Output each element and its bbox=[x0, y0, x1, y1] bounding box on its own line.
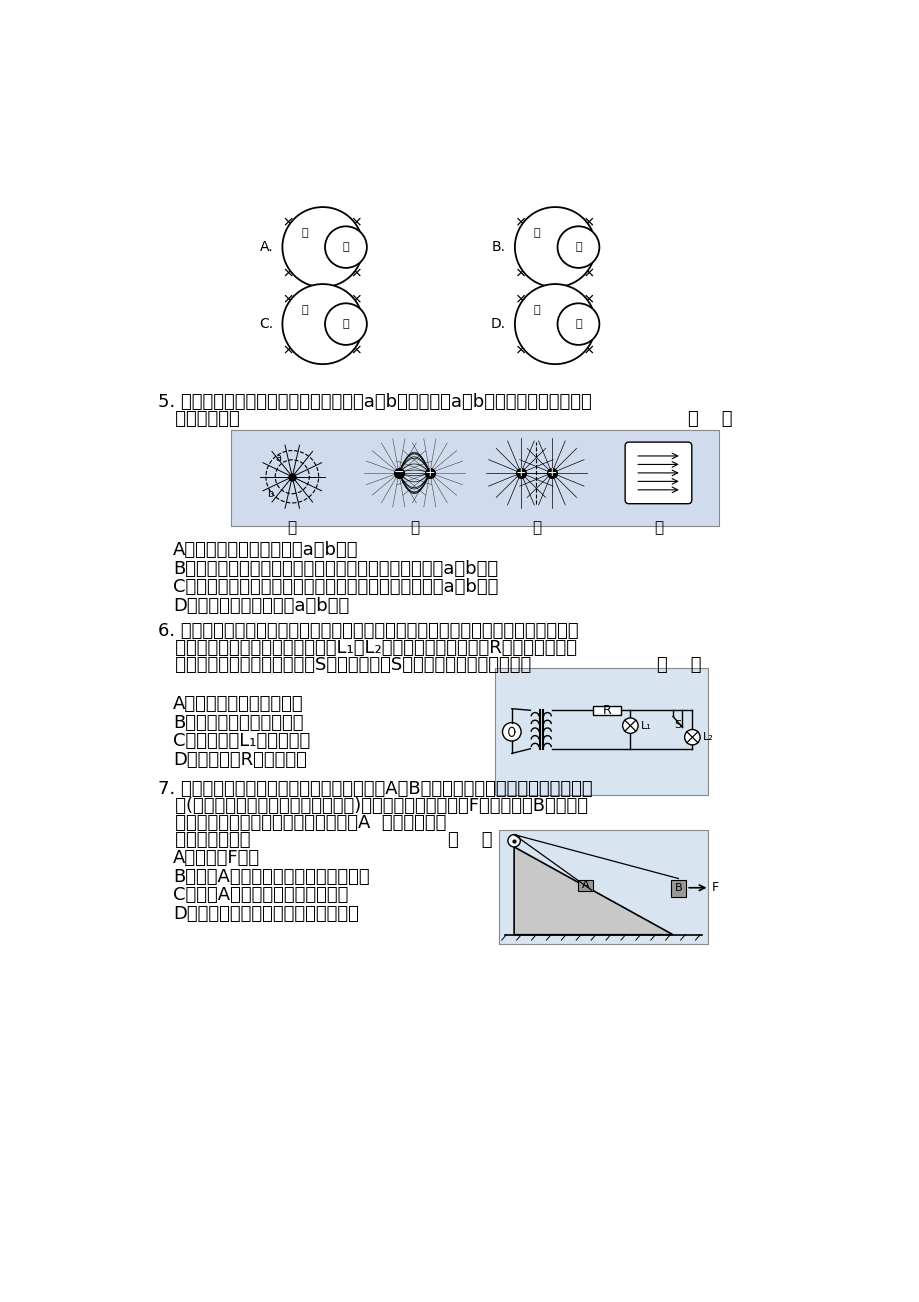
Text: D．等效电阻R的电压增加: D．等效电阻R的电压增加 bbox=[173, 751, 307, 768]
Circle shape bbox=[557, 303, 598, 345]
Text: 7. 厘端装有定滑轮的粗糙斜面体放在地面上，A、B两物体通过细绳连接，并处于静止状: 7. 厘端装有定滑轮的粗糙斜面体放在地面上，A、B两物体通过细绳连接，并处于静止… bbox=[157, 780, 592, 798]
Text: 6. 用电高峰期，电灯往往会变暗，其原理可简化为如下问题如图所示，理想变压器的副: 6. 用电高峰期，电灯往往会变暗，其原理可简化为如下问题如图所示，理想变压器的副 bbox=[157, 622, 578, 641]
FancyBboxPatch shape bbox=[231, 430, 719, 526]
Text: A: A bbox=[581, 880, 589, 889]
Text: C.: C. bbox=[258, 318, 273, 331]
Circle shape bbox=[684, 729, 699, 745]
Text: 拉开一小角度，此过程中斜面体与物体A  仍然静止则下: 拉开一小角度，此过程中斜面体与物体A 仍然静止则下 bbox=[157, 814, 446, 832]
Text: B．乙图中两等量异种电荷连线的中垂线上与连线等距的a、b两点: B．乙图中两等量异种电荷连线的中垂线上与连线等距的a、b两点 bbox=[173, 560, 498, 578]
Text: C．通过灯泡L₁的电流增加: C．通过灯泡L₁的电流增加 bbox=[173, 732, 310, 750]
Text: b: b bbox=[267, 488, 274, 499]
Text: 5. 在如图所示的四种电场中，分别标记有a、b两点．其中a、b两点的电势相等，电场: 5. 在如图所示的四种电场中，分别标记有a、b两点．其中a、b两点的电势相等，电… bbox=[157, 393, 591, 411]
Text: L₁: L₁ bbox=[640, 720, 651, 730]
Circle shape bbox=[282, 284, 363, 365]
Text: 丙: 丙 bbox=[531, 519, 540, 535]
Text: +: + bbox=[546, 466, 557, 479]
Text: 丁: 丁 bbox=[653, 519, 663, 535]
Text: （    ）: （ ） bbox=[657, 656, 701, 674]
Text: A.: A. bbox=[259, 240, 273, 254]
Text: −: − bbox=[393, 466, 403, 479]
Circle shape bbox=[502, 723, 520, 741]
Text: A．副线圈输出的电压减小: A．副线圈输出的电压减小 bbox=[173, 695, 303, 713]
Text: 甲: 甲 bbox=[342, 319, 349, 329]
Text: （    ）: （ ） bbox=[687, 410, 732, 428]
FancyBboxPatch shape bbox=[577, 880, 593, 891]
FancyBboxPatch shape bbox=[625, 443, 691, 504]
FancyBboxPatch shape bbox=[498, 829, 707, 944]
Text: 乙: 乙 bbox=[342, 242, 349, 253]
Text: B．原线圈输入的功率减小: B．原线圈输入的功率减小 bbox=[173, 713, 303, 732]
Text: 乙: 乙 bbox=[574, 242, 581, 253]
Text: 乙: 乙 bbox=[533, 305, 539, 315]
Text: +: + bbox=[515, 466, 526, 479]
Bar bbox=[593, 706, 620, 715]
Circle shape bbox=[324, 227, 367, 268]
Circle shape bbox=[507, 835, 520, 846]
Text: 列说出正确的是: 列说出正确的是 bbox=[157, 831, 250, 849]
Text: B．物体A所受斜面体的摩擦力一定变大: B．物体A所受斜面体的摩擦力一定变大 bbox=[173, 867, 369, 885]
Text: 线圈上，通过输电线连接两只灯泡L₁和L₂，输电线的等效电阻为R，原线圈输入恒: 线圈上，通过输电线连接两只灯泡L₁和L₂，输电线的等效电阻为R，原线圈输入恒 bbox=[157, 639, 576, 658]
Text: 甲: 甲 bbox=[574, 319, 581, 329]
Text: C．丙图中两等量同种电荷连线的中垂线上与连线等距的a、b两点: C．丙图中两等量同种电荷连线的中垂线上与连线等距的a、b两点 bbox=[173, 578, 498, 596]
Text: R: R bbox=[602, 704, 611, 717]
Text: D.: D. bbox=[490, 318, 505, 331]
Circle shape bbox=[282, 207, 363, 288]
Circle shape bbox=[515, 207, 595, 288]
Circle shape bbox=[622, 717, 638, 733]
FancyBboxPatch shape bbox=[494, 668, 707, 796]
Text: 甲: 甲 bbox=[301, 228, 308, 238]
Circle shape bbox=[324, 303, 367, 345]
Text: S: S bbox=[674, 720, 680, 729]
Text: 定的交变电压．开始时，开关S断开，当开关S闭合时，以下说法正确的有: 定的交变电压．开始时，开关S断开，当开关S闭合时，以下说法正确的有 bbox=[157, 656, 530, 674]
Text: 强度相同的是: 强度相同的是 bbox=[157, 410, 239, 428]
Circle shape bbox=[515, 284, 595, 365]
FancyBboxPatch shape bbox=[670, 880, 686, 897]
Text: A．水平力F不变: A．水平力F不变 bbox=[173, 849, 260, 867]
Text: L₂: L₂ bbox=[702, 732, 712, 742]
Text: D．丁图中匀强电场中的a、b两点: D．丁图中匀强电场中的a、b两点 bbox=[173, 596, 349, 615]
Text: 态(不计绳的质量和绳与滑轮间的摩擦)，如图所示现用水平力F作用于物体B上，缓慢: 态(不计绳的质量和绳与滑轮间的摩擦)，如图所示现用水平力F作用于物体B上，缓慢 bbox=[157, 797, 587, 815]
Text: C．物体A所受斜面体的作用力不变: C．物体A所受斜面体的作用力不变 bbox=[173, 887, 348, 904]
Text: a: a bbox=[275, 453, 281, 462]
Text: +: + bbox=[424, 466, 435, 479]
Text: 甲: 甲 bbox=[288, 519, 297, 535]
Polygon shape bbox=[514, 846, 673, 935]
Text: F: F bbox=[711, 881, 718, 894]
Text: A．甲图中与点电荷等距的a、b两点: A．甲图中与点电荷等距的a、b两点 bbox=[173, 542, 358, 560]
Text: B: B bbox=[674, 883, 682, 893]
Text: D．斜面体所受地面的支持力一定不变: D．斜面体所受地面的支持力一定不变 bbox=[173, 905, 358, 923]
Text: 乙: 乙 bbox=[301, 305, 308, 315]
Circle shape bbox=[557, 227, 598, 268]
Text: 甲: 甲 bbox=[533, 228, 539, 238]
Text: 乙: 乙 bbox=[409, 519, 418, 535]
Text: B.: B. bbox=[491, 240, 505, 254]
Text: （    ）: （ ） bbox=[448, 831, 493, 849]
